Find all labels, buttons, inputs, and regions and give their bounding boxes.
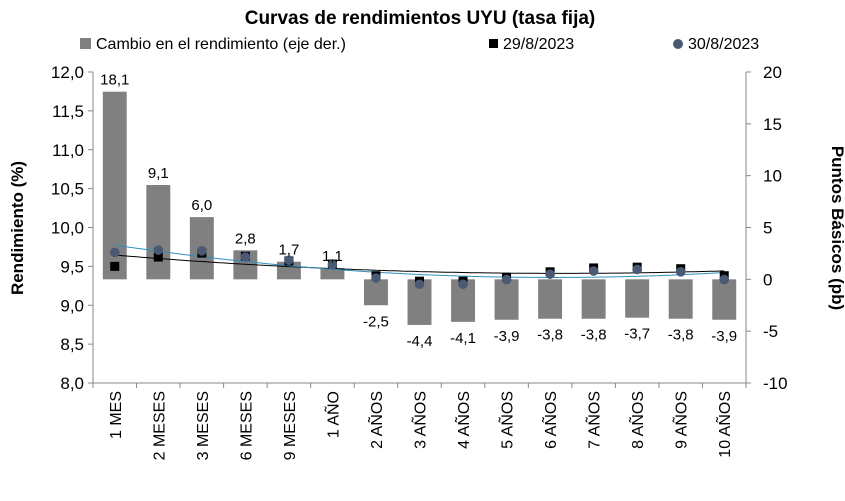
y2-tick-label: 20 <box>763 63 782 82</box>
y2-tick-label: 10 <box>763 167 782 186</box>
y-tick-label: 10,0 <box>51 219 84 238</box>
marker-circle <box>153 245 164 255</box>
x-tick-label: 7 AÑOS <box>584 391 604 449</box>
marker-circle <box>371 273 381 283</box>
marker-square <box>110 261 120 271</box>
y2-tick-label: 15 <box>763 115 782 134</box>
marker-circle <box>545 269 555 279</box>
legend-series-1-label: 29/8/2023 <box>503 36 574 53</box>
y-tick-label: 12,0 <box>51 63 84 82</box>
bar <box>581 279 606 319</box>
bar-data-label: 18,1 <box>100 72 129 89</box>
marker-circle <box>109 247 120 258</box>
bar <box>233 250 258 280</box>
legend-square-marker <box>489 39 498 48</box>
bar <box>407 279 432 325</box>
legend-circle-marker <box>673 39 683 49</box>
legend-series-2-label: 30/8/2023 <box>688 36 759 53</box>
bar <box>538 279 563 319</box>
x-tick-label: 1 AÑO <box>322 391 342 438</box>
y-tick-label: 9,0 <box>60 296 84 315</box>
bar <box>102 91 127 280</box>
y-tick-label: 8,5 <box>60 335 84 354</box>
bar-data-label: -3,8 <box>668 327 694 344</box>
bar <box>320 267 345 280</box>
x-tick-label: 2 MESES <box>151 391 168 460</box>
bar-data-label: -3,8 <box>581 327 607 344</box>
marker-circle <box>719 274 730 285</box>
y2-tick-label: -5 <box>763 322 778 341</box>
marker-circle <box>458 279 468 290</box>
y-tick-label: 11,0 <box>52 141 84 160</box>
marker-circle <box>501 274 512 285</box>
x-tick-label: 5 AÑOS <box>497 391 517 449</box>
y-tick-label: 10,5 <box>51 180 84 199</box>
y-axis-title: Rendimiento (%) <box>8 161 27 295</box>
marker-circle <box>240 252 251 262</box>
bar-data-label: -4,1 <box>450 330 476 347</box>
bar <box>625 279 650 318</box>
x-tick-label: 3 AÑOS <box>410 391 430 449</box>
bar <box>494 279 519 320</box>
bar <box>668 279 693 319</box>
plot-area: 8,0 8,5 9,0 9,5 10,0 10,5 11,0 11,5 12,0 -10 -5 0 5 1… <box>51 63 788 460</box>
bar <box>712 279 737 320</box>
bar-data-label: 2,8 <box>235 230 256 247</box>
bar-data-label: -2,5 <box>363 313 389 330</box>
x-tick-label: 6 AÑOS <box>540 391 560 449</box>
y-tick-label: 8,0 <box>60 374 84 393</box>
y2-tick-label: 0 <box>763 270 772 289</box>
x-tick-label: 8 AÑOS <box>627 391 647 449</box>
y-tick-label: 11,5 <box>52 102 84 121</box>
x-tick-label: 4 AÑOS <box>453 391 473 449</box>
bar-data-label: -3,9 <box>711 328 737 345</box>
bar-data-label: 1,7 <box>278 242 299 259</box>
trend-line-1 <box>114 254 725 274</box>
bar <box>146 184 171 280</box>
bar-data-label: 9,1 <box>148 165 169 182</box>
y-tick-label: 9,5 <box>60 257 84 276</box>
legend-bar-label: Cambio en el rendimiento (eje der.) <box>96 36 346 53</box>
bar-data-label: -4,4 <box>407 333 433 350</box>
x-tick-label: 10 AÑOS <box>714 391 734 458</box>
marker-circle <box>284 255 294 265</box>
x-tick-label: 3 MESES <box>195 391 212 460</box>
x-tick-label: 1 MES <box>108 391 125 439</box>
bar-data-label: -3,7 <box>624 326 650 343</box>
y2-tick-label: -10 <box>763 374 788 393</box>
marker-circle <box>632 264 642 275</box>
y2-tick-label: 5 <box>763 219 772 238</box>
trend-line-2 <box>114 244 725 278</box>
chart-title: Curvas de rendimientos UYU (tasa fija) <box>245 8 596 29</box>
legend-bar-swatch <box>80 38 91 49</box>
bar-data-label: 6,0 <box>191 197 212 214</box>
legend: Cambio en el rendimiento (eje der.) 29/8… <box>80 36 759 53</box>
x-tick-label: 6 MESES <box>238 391 255 460</box>
x-tick-label: 9 AÑOS <box>671 391 691 449</box>
marker-square <box>153 252 163 262</box>
x-tick-label: 9 MESES <box>282 391 299 460</box>
bar <box>451 279 476 322</box>
marker-circle <box>197 246 207 256</box>
marker-circle <box>588 266 599 276</box>
bar <box>363 279 388 306</box>
marker-circle <box>675 267 686 277</box>
marker-circle <box>414 279 425 290</box>
x-tick-label: 2 AÑOS <box>366 391 386 449</box>
y2-axis-title: Puntos Básicos (pb) <box>828 146 845 310</box>
bar-data-label: 1,1 <box>322 248 343 265</box>
marker-circle <box>327 260 338 270</box>
bar-data-label: -3,9 <box>494 328 520 345</box>
bar-data-label: -3,8 <box>537 327 563 344</box>
